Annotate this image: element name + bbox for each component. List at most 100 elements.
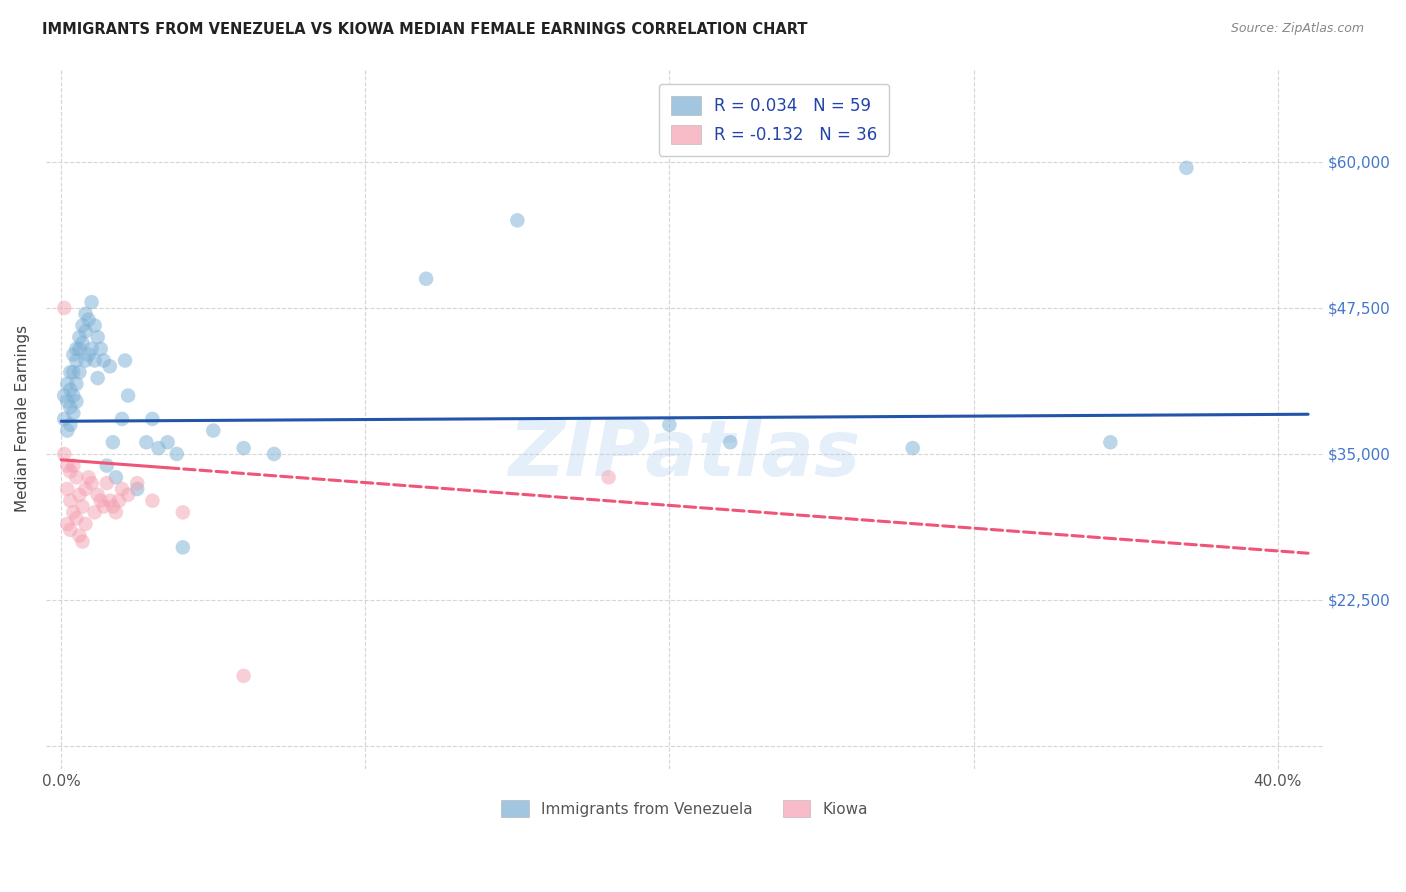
Point — [135, 435, 157, 450]
Point — [96, 458, 118, 473]
Point — [172, 505, 194, 519]
Point — [62, 348, 84, 362]
Point — [108, 493, 131, 508]
Point — [141, 493, 163, 508]
Point — [202, 424, 225, 438]
Point — [67, 488, 90, 502]
Point — [53, 412, 76, 426]
Point — [75, 516, 97, 531]
Point — [75, 482, 97, 496]
Point — [127, 482, 149, 496]
Point — [96, 476, 118, 491]
Point — [56, 516, 79, 531]
Point — [93, 353, 115, 368]
Point — [53, 447, 76, 461]
Point — [114, 353, 136, 368]
Point — [83, 318, 105, 333]
Point — [148, 441, 170, 455]
Point — [59, 401, 82, 415]
Point — [77, 312, 100, 326]
Point — [718, 435, 741, 450]
Point — [598, 470, 620, 484]
Point — [59, 523, 82, 537]
Point — [59, 465, 82, 479]
Point — [98, 359, 121, 374]
Point — [59, 383, 82, 397]
Text: ZIPatlas: ZIPatlas — [509, 416, 860, 492]
Point — [90, 493, 112, 508]
Point — [53, 388, 76, 402]
Point — [111, 482, 134, 496]
Point — [59, 493, 82, 508]
Point — [53, 301, 76, 315]
Point — [104, 470, 127, 484]
Point — [62, 388, 84, 402]
Point — [65, 342, 87, 356]
Legend: Immigrants from Venezuela, Kiowa: Immigrants from Venezuela, Kiowa — [494, 793, 876, 825]
Point — [86, 488, 108, 502]
Point — [86, 330, 108, 344]
Y-axis label: Median Female Earnings: Median Female Earnings — [15, 326, 30, 513]
Point — [56, 424, 79, 438]
Point — [77, 470, 100, 484]
Point — [156, 435, 179, 450]
Point — [75, 307, 97, 321]
Point — [75, 324, 97, 338]
Point — [80, 342, 103, 356]
Point — [72, 534, 94, 549]
Point — [56, 376, 79, 391]
Point — [117, 388, 139, 402]
Point — [83, 505, 105, 519]
Point — [67, 529, 90, 543]
Point — [56, 482, 79, 496]
Point — [1099, 435, 1122, 450]
Point — [65, 353, 87, 368]
Point — [67, 330, 90, 344]
Point — [166, 447, 188, 461]
Point — [72, 318, 94, 333]
Point — [101, 435, 124, 450]
Point — [65, 511, 87, 525]
Point — [98, 493, 121, 508]
Point — [117, 488, 139, 502]
Point — [62, 505, 84, 519]
Point — [67, 342, 90, 356]
Point — [72, 336, 94, 351]
Point — [62, 406, 84, 420]
Point — [172, 541, 194, 555]
Point — [65, 376, 87, 391]
Point — [232, 669, 254, 683]
Point — [90, 342, 112, 356]
Point — [65, 394, 87, 409]
Point — [59, 417, 82, 432]
Point — [86, 371, 108, 385]
Point — [67, 365, 90, 379]
Text: Source: ZipAtlas.com: Source: ZipAtlas.com — [1230, 22, 1364, 36]
Point — [56, 458, 79, 473]
Point — [901, 441, 924, 455]
Point — [75, 353, 97, 368]
Point — [127, 476, 149, 491]
Point — [104, 505, 127, 519]
Point — [56, 394, 79, 409]
Point — [263, 447, 285, 461]
Point — [83, 353, 105, 368]
Point — [1175, 161, 1198, 175]
Point — [62, 458, 84, 473]
Point — [62, 365, 84, 379]
Point — [141, 412, 163, 426]
Point — [232, 441, 254, 455]
Point — [93, 500, 115, 514]
Point — [506, 213, 529, 227]
Point — [101, 500, 124, 514]
Text: IMMIGRANTS FROM VENEZUELA VS KIOWA MEDIAN FEMALE EARNINGS CORRELATION CHART: IMMIGRANTS FROM VENEZUELA VS KIOWA MEDIA… — [42, 22, 807, 37]
Point — [77, 348, 100, 362]
Point — [65, 470, 87, 484]
Point — [415, 272, 437, 286]
Point — [80, 295, 103, 310]
Point — [72, 500, 94, 514]
Point — [80, 476, 103, 491]
Point — [658, 417, 681, 432]
Point — [111, 412, 134, 426]
Point — [59, 365, 82, 379]
